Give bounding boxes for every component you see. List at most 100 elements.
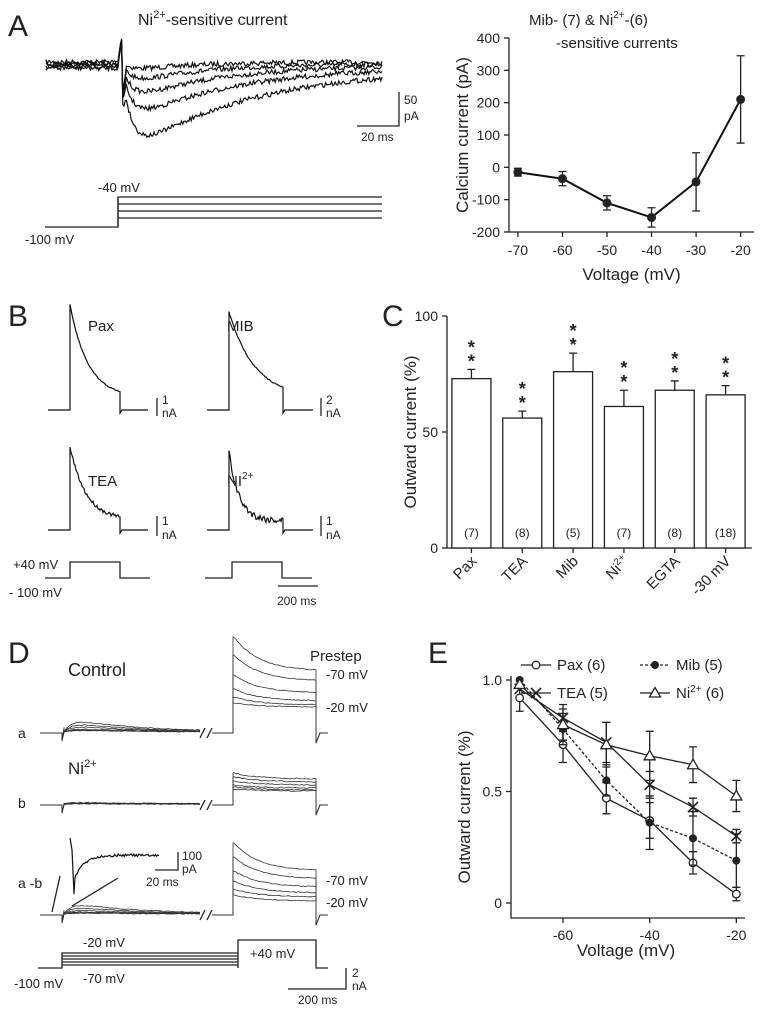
panel-a-protocol	[45, 196, 382, 228]
ni-current-trace	[45, 41, 383, 96]
panel-a-protocol-low: -100 mV	[25, 232, 74, 247]
b-protocol-right	[205, 561, 312, 579]
trace-label-ni: NI2+	[227, 471, 254, 490]
x-tick-label: -60	[553, 927, 573, 943]
legend-label: Mib (5)	[676, 657, 723, 674]
b-scale-2-value: 2	[326, 393, 333, 407]
significance-star: *	[722, 368, 729, 388]
y-tick-label: 400	[477, 30, 501, 46]
b-scale-1-value: 1	[162, 393, 169, 407]
b-scale-2-unit: nA	[326, 406, 341, 420]
panel-d-prestep: Prestep	[310, 648, 362, 665]
chart-a-point	[691, 177, 701, 187]
x-tick-label: -50	[597, 242, 617, 258]
d-protocol-pre-top: -20 mV	[83, 935, 125, 950]
prestep-current-trace	[40, 784, 328, 816]
bar-n-label: (7)	[617, 526, 632, 540]
trace-label-mib: MIB	[227, 318, 254, 335]
prestep-current-trace	[40, 776, 328, 816]
chart-e-point	[686, 757, 700, 770]
significance-star: *	[570, 321, 577, 341]
bar	[705, 394, 746, 549]
prestep-current-trace	[40, 888, 328, 926]
x-tick-label: -60	[552, 242, 572, 258]
y-tick-label: 0	[430, 540, 438, 556]
bar-category-label: Mib	[553, 553, 582, 582]
x-tick-label: -40	[640, 927, 660, 943]
chart-e-point	[531, 660, 541, 670]
prestep-current-trace	[40, 696, 328, 744]
chart-e-point	[599, 737, 613, 750]
panel-a-trace-title: Ni2+-sensitive current	[138, 9, 288, 29]
legend-label: Pax (6)	[557, 657, 605, 674]
bar-n-label: (8)	[515, 526, 530, 540]
significance-star: *	[468, 351, 475, 371]
chart-e-point	[602, 776, 611, 785]
row-label-a: a	[18, 725, 26, 741]
trace-label-tea: TEA	[88, 473, 117, 490]
prestep-current-trace	[40, 842, 328, 926]
d-c-label-20: -20 mV	[326, 895, 368, 910]
chart-e-axes	[510, 676, 745, 919]
chart-e-point	[729, 789, 743, 801]
y-tick-label: 0.5	[483, 784, 503, 800]
bar-errorbar	[721, 384, 730, 395]
x-tick-label: -30	[686, 242, 706, 258]
chart-a-ylabel: Calcium current (pA)	[453, 57, 472, 213]
bar-n-label: (5)	[566, 526, 581, 540]
prestep-current-trace	[40, 894, 328, 926]
chart-e-point	[556, 717, 570, 730]
x-tick-label: -20	[726, 927, 746, 943]
panel-c-label: C	[382, 300, 404, 333]
bar	[552, 371, 594, 549]
bar-errorbar	[619, 389, 628, 407]
bar-errorbar	[518, 410, 527, 419]
prestep-current-trace	[40, 788, 328, 816]
b-scale-3-unit: nA	[162, 528, 177, 542]
prestep-current-trace	[40, 772, 328, 816]
bar-errorbar	[467, 368, 476, 379]
ni-current-trace	[45, 44, 383, 139]
chart-a-line	[517, 98, 742, 219]
significance-star: *	[570, 335, 577, 355]
significance-star: *	[671, 363, 678, 383]
row-label-b: b	[18, 795, 26, 811]
y-tick-label: 0	[494, 895, 502, 911]
b-scale-3-value: 1	[162, 514, 169, 528]
d-scale-x: 200 ms	[298, 993, 337, 1007]
bar-category-label: TEA	[498, 553, 531, 586]
d-protocol-step: +40 mV	[250, 946, 295, 961]
y-tick-label: 200	[477, 95, 501, 111]
ni-current-trace	[45, 38, 383, 94]
chart-a-title-line1: Mib- (7) & Ni2+-(6)	[529, 10, 648, 29]
chart-e-point	[687, 801, 699, 813]
d-protocol-pre-bottom: -70 mV	[83, 971, 125, 986]
significance-star: *	[468, 337, 475, 357]
legend-label: Ni2+ (6)	[676, 684, 724, 702]
chart-e-ylabel: Outward current (%)	[455, 730, 474, 883]
inset-current-trace	[69, 837, 160, 895]
chart-a-point	[736, 94, 746, 104]
b-protocol-high: +40 mV	[13, 557, 58, 572]
b-scale-1-unit: nA	[162, 406, 177, 420]
bar-n-label: (18)	[715, 526, 736, 540]
bar	[654, 389, 695, 549]
chart-e-point	[515, 693, 525, 703]
d-a-label-70: -70 mV	[326, 667, 368, 682]
bar-category-label: Ni2+	[602, 552, 633, 583]
d-scale-y: 2	[352, 966, 359, 980]
bar-errorbar	[670, 380, 679, 391]
axis-break	[199, 799, 213, 811]
chart-e-series-line	[519, 697, 737, 895]
y-tick-label: -200	[472, 224, 500, 240]
y-tick-label: 50	[422, 424, 438, 440]
d-scale-bar	[288, 968, 347, 990]
prestep-current-trace	[40, 636, 328, 744]
panel-e-label: E	[428, 637, 448, 670]
panel-a-scale-y-unit: pA	[404, 109, 419, 123]
bar-category-label: Pax	[450, 552, 481, 583]
chart-e-point	[730, 830, 742, 842]
panel-d-protocol	[38, 939, 328, 969]
legend-label: TEA (5)	[557, 685, 608, 702]
